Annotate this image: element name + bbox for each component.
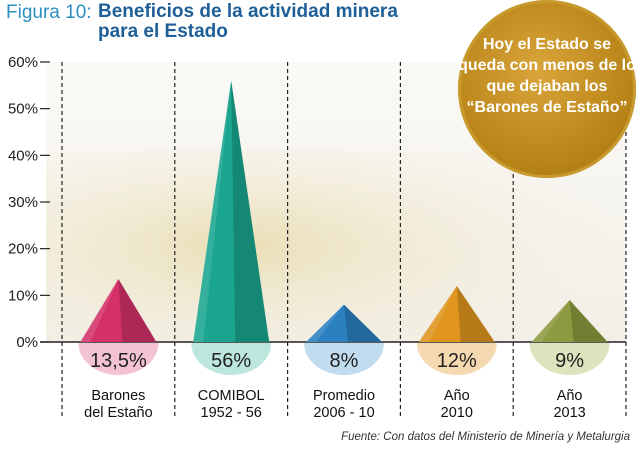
- pyramid-face: [306, 304, 382, 342]
- y-axis: 0% 10% 20% 30% 40% 50% 60%: [8, 54, 626, 351]
- value-label: 8%: [330, 350, 359, 372]
- value-label-bg: [78, 343, 159, 375]
- category-label: del Estaño: [84, 405, 153, 421]
- callout-badge: Hoy el Estado se queda con menos de lo q…: [458, 0, 636, 178]
- y-tick-label: 20%: [8, 241, 38, 258]
- y-tick-label: 60%: [8, 54, 38, 71]
- category-label: Promedio: [313, 388, 375, 404]
- pyramid-face: [80, 279, 157, 342]
- value-label: 12%: [437, 350, 477, 372]
- pyramid-highlight: [306, 304, 344, 342]
- pyramid-face: [193, 80, 270, 343]
- y-tick-label: 40%: [8, 147, 38, 164]
- pyramid-highlight: [531, 300, 570, 342]
- category-label: COMIBOL: [198, 388, 265, 404]
- y-tick-label: 10%: [8, 287, 38, 304]
- value-label-bg: [304, 343, 384, 375]
- value-label-bg: [191, 343, 272, 375]
- pyramid-face: [418, 286, 495, 342]
- pyramid-shade: [344, 304, 382, 342]
- y-tick-label: 50%: [8, 101, 38, 118]
- category-label: 2013: [553, 405, 585, 421]
- pyramid-highlight: [418, 286, 457, 342]
- y-tick-label: 0%: [16, 334, 38, 351]
- value-label-bg: [529, 343, 610, 375]
- value-label: 13,5%: [90, 350, 147, 372]
- pyramid-shade: [569, 300, 608, 342]
- y-tick-label: 30%: [8, 194, 38, 211]
- chart-title: Beneficios de la actividad minera para e…: [98, 1, 398, 42]
- pyramid-shade: [231, 80, 270, 343]
- pyramid-shade: [118, 279, 157, 342]
- figure-label: Figura 10:: [6, 2, 92, 23]
- value-label: 9%: [555, 350, 584, 372]
- category-label: Año: [444, 388, 470, 404]
- category-label: Barones: [91, 388, 145, 404]
- value-label: 56%: [211, 350, 251, 372]
- pyramid-highlight: [80, 279, 119, 342]
- category-label: 1952 - 56: [201, 405, 262, 421]
- category-label: 2006 - 10: [313, 405, 374, 421]
- pyramid-face: [531, 300, 608, 342]
- category-label: 2010: [441, 405, 473, 421]
- category-label: Año: [557, 388, 583, 404]
- callout-text: Hoy el Estado se queda con menos de lo q…: [458, 36, 636, 116]
- value-label-bg: [416, 343, 497, 375]
- pyramid-shade: [456, 286, 495, 342]
- source-note: Fuente: Con datos del Ministerio de Mine…: [341, 431, 630, 443]
- pyramid-highlight: [193, 80, 232, 343]
